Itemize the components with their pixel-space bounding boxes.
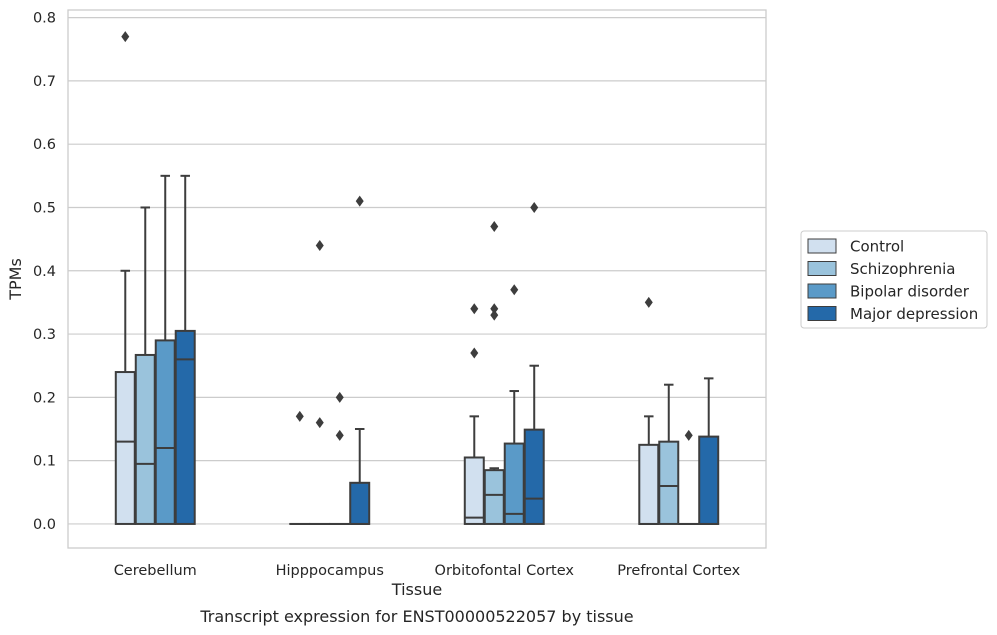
box xyxy=(114,371,136,525)
legend-swatch xyxy=(807,283,837,299)
box xyxy=(463,456,485,525)
box xyxy=(174,329,196,525)
legend-swatch xyxy=(807,306,837,321)
y-tick-label: 0.4 xyxy=(33,264,56,280)
y-tick-label: 0.6 xyxy=(33,137,56,153)
outlier-point xyxy=(315,239,324,251)
outlier-point xyxy=(470,347,479,359)
x-tick-label: Hipppocampus xyxy=(276,563,384,579)
legend-label: Control xyxy=(850,238,904,256)
box-group xyxy=(658,383,680,525)
box-group xyxy=(638,296,660,525)
box-group xyxy=(698,377,720,525)
box xyxy=(523,428,545,525)
outlier-point xyxy=(355,195,364,207)
box-group xyxy=(463,303,485,525)
plot-frame xyxy=(67,9,767,549)
box-group xyxy=(503,284,525,525)
outlier-point xyxy=(530,201,539,213)
y-tick-label: 0.2 xyxy=(33,390,56,406)
box xyxy=(483,469,505,525)
box-group xyxy=(329,391,351,525)
box xyxy=(349,481,371,525)
outlier-point xyxy=(490,220,499,232)
y-tick-label: 0.5 xyxy=(33,200,56,216)
legend-frame xyxy=(800,230,988,329)
legend-entries: Control Schizophrenia Bipolar disorder Majo… xyxy=(807,238,978,323)
outlier-point xyxy=(335,429,344,441)
outlier-point xyxy=(335,391,344,403)
y-tick-label: 0.0 xyxy=(33,517,56,533)
box-group xyxy=(309,239,331,525)
box-group xyxy=(154,174,176,525)
legend-label: Major depression xyxy=(850,305,978,323)
chart-caption: Transcript expression for ENST0000052205… xyxy=(199,607,633,626)
box xyxy=(658,440,680,525)
outlier-point xyxy=(644,296,653,308)
box xyxy=(503,442,525,525)
box-layer xyxy=(114,31,720,525)
outlier-point xyxy=(121,31,130,43)
box-group xyxy=(349,195,371,525)
box xyxy=(638,443,660,525)
box xyxy=(698,435,720,525)
box-group xyxy=(174,174,196,525)
box xyxy=(134,353,156,525)
outlier-point xyxy=(315,417,324,429)
box xyxy=(154,339,176,525)
outlier-point xyxy=(470,303,479,315)
outlier-point xyxy=(490,309,499,321)
y-tick-labels: 0.0 0.1 0.2 0.3 0.4 0.5 0.6 0.7 0.8 xyxy=(33,11,56,533)
x-tick-labels: Cerebellum Hipppocampus Orbitofontal Corte… xyxy=(114,563,741,579)
legend: Control Schizophrenia Bipolar disorder Majo… xyxy=(800,230,988,329)
legend-swatch xyxy=(807,238,837,254)
box-group xyxy=(289,410,311,525)
outlier-point xyxy=(490,303,499,315)
y-tick-label: 0.1 xyxy=(33,454,56,470)
x-axis-label: Tissue xyxy=(391,580,442,599)
y-axis-label: TPMs xyxy=(6,258,25,301)
x-tick-label: Prefrontal Cortex xyxy=(617,563,740,579)
x-tick-label: Cerebellum xyxy=(114,563,197,579)
y-tick-label: 0.7 xyxy=(33,74,56,90)
x-tick-label: Orbitofontal Cortex xyxy=(435,563,575,579)
box-group xyxy=(523,201,545,525)
y-tick-label: 0.8 xyxy=(33,11,56,27)
outlier-point xyxy=(510,284,519,296)
legend-label: Bipolar disorder xyxy=(850,283,970,301)
legend-swatch xyxy=(807,261,837,276)
box-group xyxy=(114,31,136,525)
legend-label: Schizophrenia xyxy=(850,260,955,278)
outlier-point xyxy=(684,429,693,441)
y-tick-label: 0.3 xyxy=(33,327,56,343)
outlier-point xyxy=(295,410,304,422)
